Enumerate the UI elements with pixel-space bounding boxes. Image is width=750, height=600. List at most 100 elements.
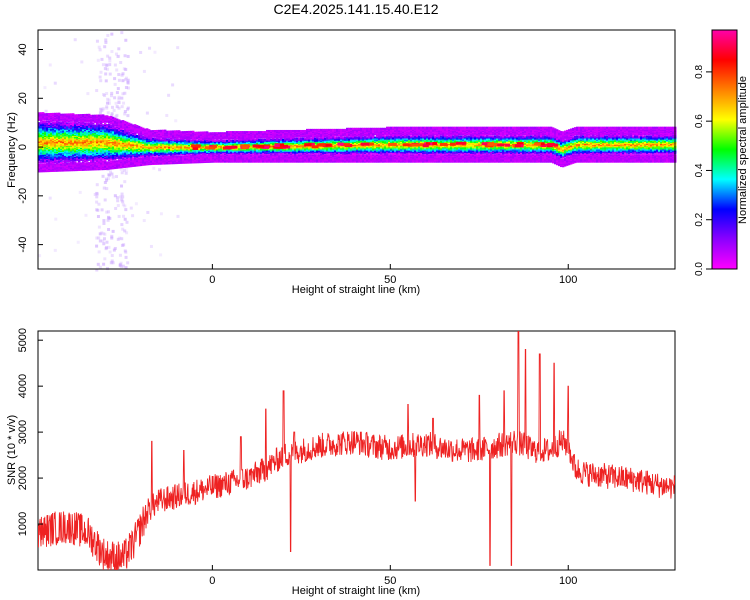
- heatmap-cell: [54, 135, 57, 138]
- heatmap-cell: [50, 153, 53, 156]
- heatmap-cell: [188, 155, 191, 158]
- heatmap-cell: [152, 154, 155, 157]
- heatmap-cell: [296, 132, 299, 135]
- heatmap-cell: [162, 147, 165, 150]
- heatmap-cell: [212, 159, 215, 162]
- heatmap-cell: [70, 123, 73, 126]
- heatmap-cell: [176, 148, 179, 151]
- heatmap-cell: [226, 140, 229, 143]
- heatmap-cell: [136, 160, 139, 163]
- heatmap-cell: [70, 118, 73, 121]
- heatmap-cell: [58, 113, 61, 116]
- heatmap-cell: [72, 138, 75, 141]
- heatmap-cell: [166, 133, 169, 136]
- heatmap-cell: [222, 158, 225, 161]
- heatmap-cell: [142, 149, 145, 152]
- heatmap-cell: [46, 118, 49, 121]
- heatmap-cell: [186, 155, 189, 158]
- heatmap-cell: [140, 145, 143, 148]
- heatmap-cell: [84, 129, 87, 132]
- heatmap-cell: [198, 160, 201, 163]
- heatmap-cell: [278, 139, 281, 142]
- heatmap-cell: [52, 139, 55, 142]
- heatmap-cell: [220, 150, 223, 153]
- heatmap-cell: [264, 159, 267, 162]
- heatmap-cell: [278, 149, 281, 152]
- heatmap-cell: [132, 126, 135, 129]
- heatmap-cell: [164, 157, 167, 160]
- heatmap-cell: [97, 236, 101, 240]
- heatmap-cell: [90, 130, 93, 133]
- heatmap-cell: [88, 162, 91, 165]
- heatmap-cell: [70, 141, 73, 144]
- heatmap-cell: [102, 161, 105, 164]
- heatmap-cell: [200, 147, 203, 150]
- heatmap-cell: [118, 120, 121, 123]
- heatmap-cell: [68, 152, 71, 155]
- heatmap-cell: [132, 148, 135, 151]
- heatmap-cell: [266, 154, 269, 157]
- heatmap-cell: [50, 145, 53, 148]
- heatmap-cell: [278, 156, 281, 159]
- heatmap-cell: [164, 129, 167, 132]
- heatmap-cell: [40, 126, 43, 129]
- heatmap-cell: [276, 131, 279, 134]
- heatmap-cell: [162, 154, 165, 157]
- heatmap-cell: [70, 145, 73, 148]
- heatmap-cell: [290, 150, 293, 153]
- heatmap-cell: [296, 139, 299, 142]
- heatmap-cell: [98, 164, 101, 167]
- heatmap-cell: [208, 132, 211, 135]
- heatmap-cell: [160, 160, 163, 163]
- heatmap-cell: [222, 150, 225, 153]
- heatmap-cell: [288, 131, 291, 134]
- spectrogram-heatmap: [38, 31, 677, 272]
- heatmap-cell: [42, 125, 45, 128]
- heatmap-cell: [58, 152, 61, 155]
- heatmap-cell: [184, 134, 187, 137]
- heatmap-cell: [62, 158, 65, 161]
- heatmap-cell: [270, 138, 273, 141]
- heatmap-cell: [117, 101, 121, 105]
- heatmap-cell: [162, 140, 165, 143]
- heatmap-cell: [148, 132, 151, 135]
- heatmap-cell: [176, 162, 179, 165]
- heatmap-cell: [100, 142, 103, 145]
- heatmap-cell: [116, 155, 119, 158]
- heatmap-cell: [156, 138, 159, 141]
- heatmap-cell: [80, 140, 83, 143]
- heatmap-cell: [100, 137, 103, 140]
- heatmap-cell: [110, 153, 113, 156]
- heatmap-cell: [52, 144, 55, 147]
- heatmap-cell: [206, 160, 209, 163]
- heatmap-cell: [108, 133, 111, 136]
- heatmap-cell: [256, 143, 259, 146]
- heatmap-cell: [107, 98, 111, 102]
- heatmap-cell: [68, 166, 71, 169]
- heatmap-cell: [128, 142, 131, 145]
- heatmap-cell: [62, 137, 65, 140]
- heatmap-cell: [268, 156, 271, 159]
- heatmap-cell: [38, 129, 41, 132]
- heatmap-cell: [90, 152, 93, 155]
- heatmap-cell: [134, 130, 137, 133]
- heatmap-cell: [208, 154, 211, 157]
- heatmap-cell: [178, 158, 181, 161]
- heatmap-cell: [124, 163, 127, 166]
- heatmap-cell: [106, 127, 109, 130]
- heatmap-cell: [168, 157, 171, 160]
- heatmap-cell: [178, 141, 181, 144]
- heatmap-cell: [280, 138, 283, 141]
- heatmap-cell: [136, 145, 139, 148]
- heatmap-cell: [92, 135, 95, 138]
- heatmap-cell: [90, 122, 93, 125]
- heatmap-cell: [174, 139, 177, 142]
- heatmap-cell: [96, 136, 99, 139]
- heatmap-cell: [264, 132, 267, 135]
- heatmap-cell: [122, 161, 125, 164]
- heatmap-cell: [260, 136, 263, 139]
- heatmap-cell: [88, 142, 91, 145]
- heatmap-cell: [92, 149, 95, 152]
- heatmap-cell: [212, 139, 215, 142]
- heatmap-cell: [148, 144, 151, 147]
